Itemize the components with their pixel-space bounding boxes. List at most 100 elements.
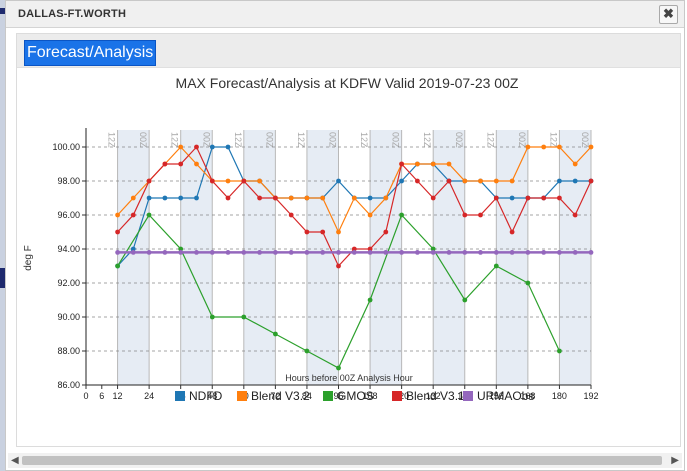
- y-tick-label: 100.00: [52, 142, 80, 152]
- x-tick-label: 24: [144, 391, 154, 401]
- scrollbar-thumb[interactable]: [22, 456, 662, 465]
- data-point: [273, 195, 278, 201]
- background-block: [0, 8, 5, 14]
- x-tick-label: 108: [363, 391, 378, 401]
- data-point: [430, 250, 436, 255]
- data-point: [462, 250, 468, 255]
- data-point: [572, 250, 578, 255]
- data-point: [351, 195, 357, 201]
- data-point: [209, 178, 215, 184]
- legend-item: Blend V3.2: [237, 389, 310, 403]
- y-axis-label: deg F: [23, 245, 34, 271]
- data-point: [478, 250, 483, 255]
- data-point: [430, 195, 436, 201]
- data-point: [415, 161, 420, 167]
- time-band: [559, 130, 591, 385]
- legend-swatch: [175, 391, 185, 401]
- series-blend-v3-1: [115, 144, 594, 269]
- data-point: [115, 229, 120, 235]
- data-point: [209, 250, 215, 255]
- data-point: [320, 250, 326, 255]
- x-tick-label: 96: [333, 391, 343, 401]
- band-label: 00Z: [580, 132, 590, 148]
- data-point: [367, 212, 373, 218]
- data-point: [130, 195, 136, 201]
- forecast-chart: 12Z 00Z 12Z 00Z 12Z 00Z 12Z 00Z 12Z 00Z 12Z 00Z 12Z 0…: [23, 75, 599, 403]
- data-point: [572, 161, 578, 167]
- data-point: [367, 246, 373, 252]
- data-point: [162, 161, 168, 167]
- data-point: [288, 212, 294, 218]
- close-button[interactable]: ✖: [659, 5, 678, 24]
- time-band: [306, 130, 339, 385]
- band-label: 00Z: [138, 132, 148, 148]
- band-label: 12Z: [107, 132, 117, 148]
- data-point: [257, 178, 262, 184]
- band-label: 12Z: [359, 132, 369, 148]
- data-point: [525, 250, 531, 255]
- data-point: [351, 246, 357, 252]
- band-label: 00Z: [391, 132, 401, 148]
- data-point: [525, 195, 531, 201]
- data-point: [194, 250, 199, 255]
- legend-label: NDFD: [189, 389, 223, 403]
- data-point: [367, 250, 373, 255]
- data-point: [336, 178, 341, 184]
- data-point: [509, 195, 515, 201]
- station-dialog: DALLAS-FT.WORTH ✖ Forecast/Analysis 12Z 0…: [5, 0, 685, 471]
- series-lines: [115, 144, 594, 371]
- x-tick-label: 192: [583, 391, 598, 401]
- data-point: [336, 229, 341, 235]
- data-point: [115, 250, 120, 255]
- x-tick-label: 84: [302, 391, 312, 401]
- legend-label: Blend V3.2: [251, 389, 310, 403]
- time-band: [180, 130, 213, 385]
- data-point: [525, 144, 531, 150]
- data-point: [399, 161, 404, 167]
- data-point: [320, 195, 326, 201]
- y-tick-label: 96.00: [57, 210, 80, 220]
- dialog-titlebar[interactable]: DALLAS-FT.WORTH ✖: [6, 1, 684, 28]
- data-point: [478, 178, 483, 184]
- data-point: [383, 250, 389, 255]
- data-point: [336, 250, 341, 255]
- data-point: [588, 178, 594, 184]
- data-point: [130, 212, 136, 218]
- y-tick-label: 98.00: [57, 176, 80, 186]
- data-point: [509, 250, 515, 255]
- data-point: [383, 195, 389, 201]
- data-point: [399, 178, 404, 184]
- data-point: [304, 229, 310, 235]
- data-point: [336, 263, 341, 269]
- data-point: [194, 195, 199, 201]
- band-label: 00Z: [328, 132, 338, 148]
- data-point: [557, 348, 562, 354]
- data-point: [209, 144, 215, 150]
- horizontal-scrollbar[interactable]: ◀ ▶: [8, 453, 682, 468]
- data-point: [493, 263, 499, 269]
- data-point: [525, 280, 531, 286]
- scroll-left-icon[interactable]: ◀: [11, 455, 19, 466]
- data-point: [336, 365, 341, 371]
- data-point: [241, 314, 247, 320]
- data-point: [399, 250, 404, 255]
- data-point: [304, 195, 310, 201]
- band-label: 12Z: [548, 132, 558, 148]
- data-point: [115, 212, 120, 218]
- dialog-title: DALLAS-FT.WORTH: [18, 8, 127, 20]
- tab-forecast-analysis[interactable]: Forecast/Analysis: [24, 40, 157, 66]
- y-tick-label: 86.00: [57, 380, 80, 390]
- legend-item: GMOS: [323, 389, 374, 403]
- data-point: [320, 229, 326, 235]
- scroll-right-icon[interactable]: ▶: [671, 455, 679, 466]
- data-point: [588, 144, 594, 150]
- data-point: [194, 161, 199, 167]
- legend-label: Blend V3.1: [406, 389, 465, 403]
- x-tick-label: 180: [552, 391, 567, 401]
- series-gmos: [115, 212, 562, 371]
- x-tick-label: 0: [83, 391, 88, 401]
- x-tick-label: 72: [270, 391, 280, 401]
- legend-swatch: [463, 391, 473, 401]
- y-tick-label: 90.00: [57, 312, 80, 322]
- legend-item: NDFD: [175, 389, 223, 403]
